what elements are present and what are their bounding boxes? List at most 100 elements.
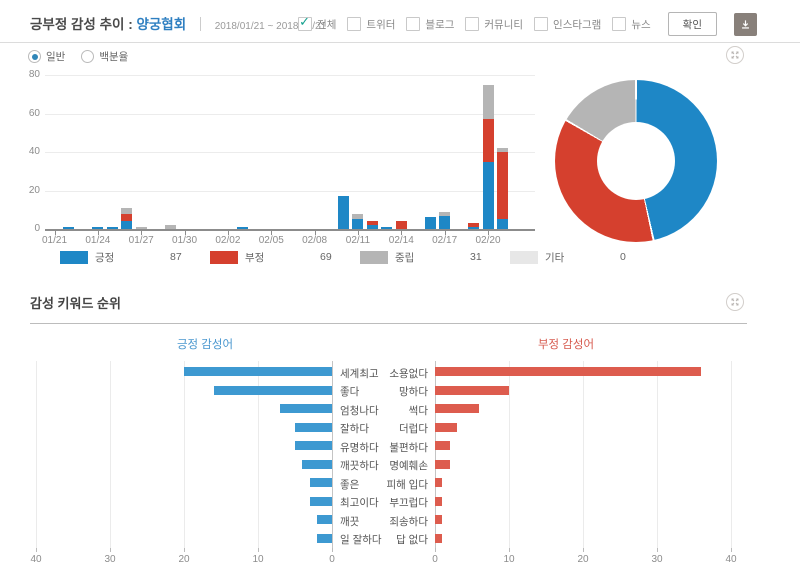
sentiment-donut-chart[interactable] xyxy=(555,80,717,242)
trend-bar-02/20-positive[interactable] xyxy=(482,161,494,229)
keyword-bar-피해 입다[interactable] xyxy=(435,478,443,487)
legend-value: 69 xyxy=(320,251,332,263)
trend-bar-01/29-neutral[interactable] xyxy=(164,225,176,229)
trend-bar-02/11-positive[interactable] xyxy=(352,219,364,229)
keyword-bar-엄청나다[interactable] xyxy=(280,404,332,413)
keyword-bar-깨끗[interactable] xyxy=(317,515,332,524)
trend-bar-02/13-positive[interactable] xyxy=(381,227,393,229)
keyword-bar-죄송하다[interactable] xyxy=(435,515,443,524)
keyword-bar-깨끗하다[interactable] xyxy=(302,459,332,469)
keyword-bar-더럽다[interactable] xyxy=(435,422,458,432)
channel-filter-label: 전체 xyxy=(317,18,337,31)
view-mode-일반[interactable]: 일반 xyxy=(28,49,65,64)
keyword-label-좋다: 좋다 xyxy=(340,386,360,398)
x-axis-tick-label: 02/11 xyxy=(345,235,371,246)
download-icon xyxy=(742,19,749,29)
keyword-bar-유명하다[interactable] xyxy=(295,441,332,450)
y-gridline xyxy=(45,75,535,76)
trend-bar-02/20-neutral[interactable] xyxy=(482,84,494,120)
trend-bar-02/17-positive[interactable] xyxy=(439,215,451,229)
keyword-gridline xyxy=(731,361,732,548)
channel-filter-전체[interactable]: 전체 xyxy=(298,14,337,32)
trend-bar-01/24-positive[interactable] xyxy=(92,227,104,229)
keyword-axis-tick xyxy=(332,548,333,552)
keyword-label-잘하다: 잘하다 xyxy=(340,423,369,435)
keyword-axis-tick-label: 40 xyxy=(725,554,737,565)
keyword-bar-세계최고[interactable] xyxy=(184,367,332,376)
trend-bar-01/25-positive[interactable] xyxy=(106,227,118,229)
trend-bar-01/26-positive[interactable] xyxy=(121,221,133,229)
keyword-bar-일 잘하다[interactable] xyxy=(317,533,332,543)
confirm-button[interactable]: 확인 xyxy=(667,12,717,36)
keyword-label-유명하다: 유명하다 xyxy=(340,441,379,454)
y-axis-tick-label: 40 xyxy=(28,146,40,157)
trend-bar-01/27-neutral[interactable] xyxy=(135,227,147,229)
download-button[interactable] xyxy=(734,12,757,36)
trend-bar-01/26-negative[interactable] xyxy=(121,213,133,222)
legend-swatch xyxy=(510,250,538,264)
x-axis-tick-label: 01/30 xyxy=(172,235,198,246)
keyword-axis-tick xyxy=(657,548,658,552)
x-axis-tick xyxy=(141,230,143,235)
checkbox-checked-icon xyxy=(298,14,313,31)
y-gridline xyxy=(45,152,535,153)
trend-bar-02/20-negative[interactable] xyxy=(482,119,494,162)
channel-filter-인스타그램[interactable]: 인스타그램 xyxy=(534,17,601,32)
trend-bar-02/19-negative[interactable] xyxy=(468,223,480,228)
keyword-axis-tick-label: 0 xyxy=(432,554,438,565)
trend-legend: 긍정 87 부정 69 중립 31 기타 0 xyxy=(60,249,760,265)
keyword-label-더럽다: 더럽다 xyxy=(399,423,428,435)
keyword-label-좋은: 좋은 xyxy=(340,478,360,491)
keyword-gridline xyxy=(36,361,37,548)
trend-bar-02/21-negative[interactable] xyxy=(496,152,508,220)
trend-expand-button[interactable] xyxy=(726,46,744,64)
keyword-bar-좋다[interactable] xyxy=(213,385,332,395)
keyword-bar-좋은[interactable] xyxy=(309,478,332,487)
keyword-label-불편하다: 불편하다 xyxy=(389,441,428,454)
trend-bar-01/22-positive[interactable] xyxy=(63,227,75,229)
trend-bar-02/10-positive[interactable] xyxy=(338,196,349,229)
y-axis-tick-label: 80 xyxy=(28,69,40,80)
checkbox-icon xyxy=(612,17,627,31)
keyword-bar-잘하다[interactable] xyxy=(295,422,332,432)
header-divider xyxy=(0,42,800,43)
positive-keywords-title: 긍정 감성어 xyxy=(176,339,234,351)
trend-bar-02/21-neutral[interactable] xyxy=(496,148,508,152)
channel-filter-뉴스[interactable]: 뉴스 xyxy=(612,17,651,32)
keyword-bar-최고이다[interactable] xyxy=(309,496,332,506)
channel-filter-블로그[interactable]: 블로그 xyxy=(406,17,454,32)
radio-selected-icon xyxy=(28,50,41,63)
view-mode-radio-group: 일반 백분율 xyxy=(28,49,128,64)
y-axis-tick-label: 60 xyxy=(28,107,40,119)
trend-bar-02/21-positive[interactable] xyxy=(496,219,508,229)
keyword-label-답 없다: 답 없다 xyxy=(396,534,428,546)
trend-bar-02/14-negative[interactable] xyxy=(395,221,407,229)
keyword-bar-부끄럽다[interactable] xyxy=(435,496,443,506)
trend-bar-02/17-neutral[interactable] xyxy=(439,211,451,216)
trend-bar-02/19-positive[interactable] xyxy=(468,227,480,229)
keyword-bar-명예훼손[interactable] xyxy=(435,459,450,469)
radio-icon xyxy=(81,50,95,63)
x-axis-line xyxy=(45,229,535,231)
trend-bar-02/12-positive[interactable] xyxy=(366,225,378,229)
keyword-label-썩다: 썩다 xyxy=(408,404,428,417)
channel-filter-트위터[interactable]: 트위터 xyxy=(347,17,395,32)
channel-filter-label: 인스타그램 xyxy=(553,18,602,31)
trend-bar-02/03-positive[interactable] xyxy=(236,227,248,229)
keyword-axis-tick-label: 20 xyxy=(178,554,190,565)
trend-bar-02/16-positive[interactable] xyxy=(424,217,436,229)
keyword-bar-망하다[interactable] xyxy=(435,385,509,395)
keyword-bar-소용없다[interactable] xyxy=(435,367,702,376)
channel-filter-label: 뉴스 xyxy=(631,18,651,31)
keyword-expand-button[interactable] xyxy=(726,293,744,311)
trend-bar-02/11-neutral[interactable] xyxy=(352,213,364,220)
keyword-bar-불편하다[interactable] xyxy=(435,441,450,450)
keyword-bar-답 없다[interactable] xyxy=(435,533,443,543)
channel-filter-커뮤니티[interactable]: 커뮤니티 xyxy=(465,17,523,32)
keyword-bar-썩다[interactable] xyxy=(435,404,480,413)
trend-bar-02/12-negative[interactable] xyxy=(366,221,378,226)
keyword-axis-tick-label: 10 xyxy=(252,554,264,565)
trend-bar-01/26-neutral[interactable] xyxy=(121,207,133,214)
view-mode-백분율[interactable]: 백분율 xyxy=(81,49,128,64)
